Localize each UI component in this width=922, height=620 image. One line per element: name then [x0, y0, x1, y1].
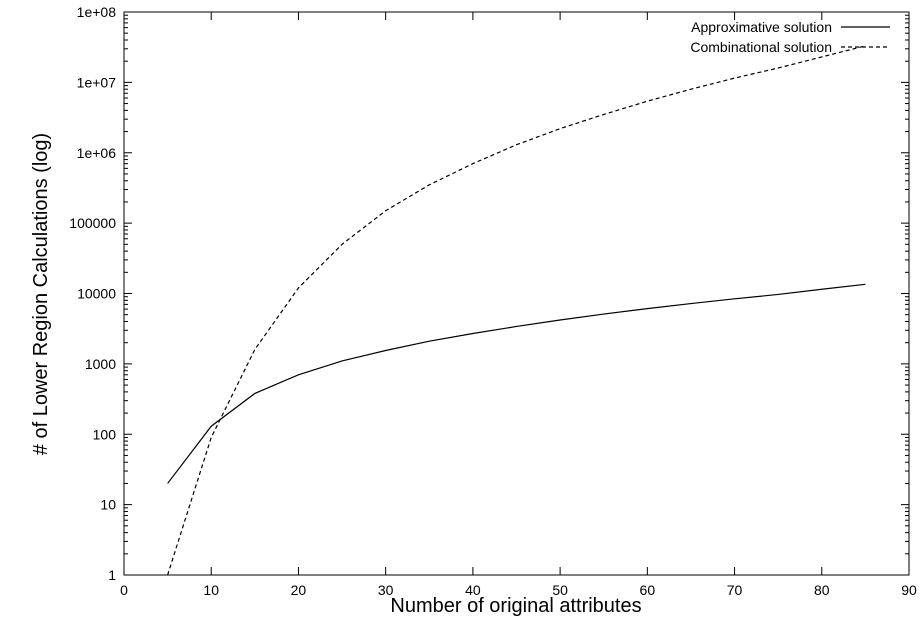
y-tick-label: 1e+08: [77, 4, 117, 20]
x-tick-label: 90: [901, 582, 917, 598]
series-line-approximative: [167, 283, 866, 484]
x-tick-label: 70: [727, 582, 743, 598]
y-tick-label: 100000: [69, 215, 116, 231]
x-tick-label: 20: [291, 582, 307, 598]
x-axis-ticks: 0 10 20 30 40 50 60 70 80 90: [120, 12, 917, 598]
series-line-combinational: [167, 45, 866, 576]
y-tick-label: 1e+06: [77, 145, 117, 161]
y-tick-label: 1: [108, 567, 116, 583]
y-tick-label: 1000: [85, 356, 116, 372]
y-tick-label: 100: [93, 426, 117, 442]
y-axis-title: # of Lower Region Calculations (log): [30, 133, 52, 455]
x-tick-label: 40: [465, 582, 481, 598]
x-tick-label: 60: [640, 582, 656, 598]
x-tick-label: 80: [814, 582, 830, 598]
x-tick-label: 50: [552, 582, 568, 598]
y-axis-ticks: 1 10 100 1000 10000 100000 1e+06 1e+07 1e+08: [69, 4, 909, 583]
x-tick-label: 30: [378, 582, 394, 598]
legend-label: Combinational solution: [690, 39, 832, 55]
y-tick-label: 10: [100, 497, 116, 513]
x-axis-title: Number of original attributes: [390, 595, 641, 617]
legend-label: Approximative solution: [691, 19, 832, 35]
y-tick-label: 1e+07: [77, 74, 117, 90]
series-lines: [167, 45, 866, 576]
x-tick-label: 10: [203, 582, 219, 598]
plot-frame: [123, 11, 910, 576]
x-tick-label: 0: [120, 582, 128, 598]
legend: Approximative solution Combinational solu…: [690, 19, 890, 55]
y-tick-label: 10000: [77, 286, 116, 302]
